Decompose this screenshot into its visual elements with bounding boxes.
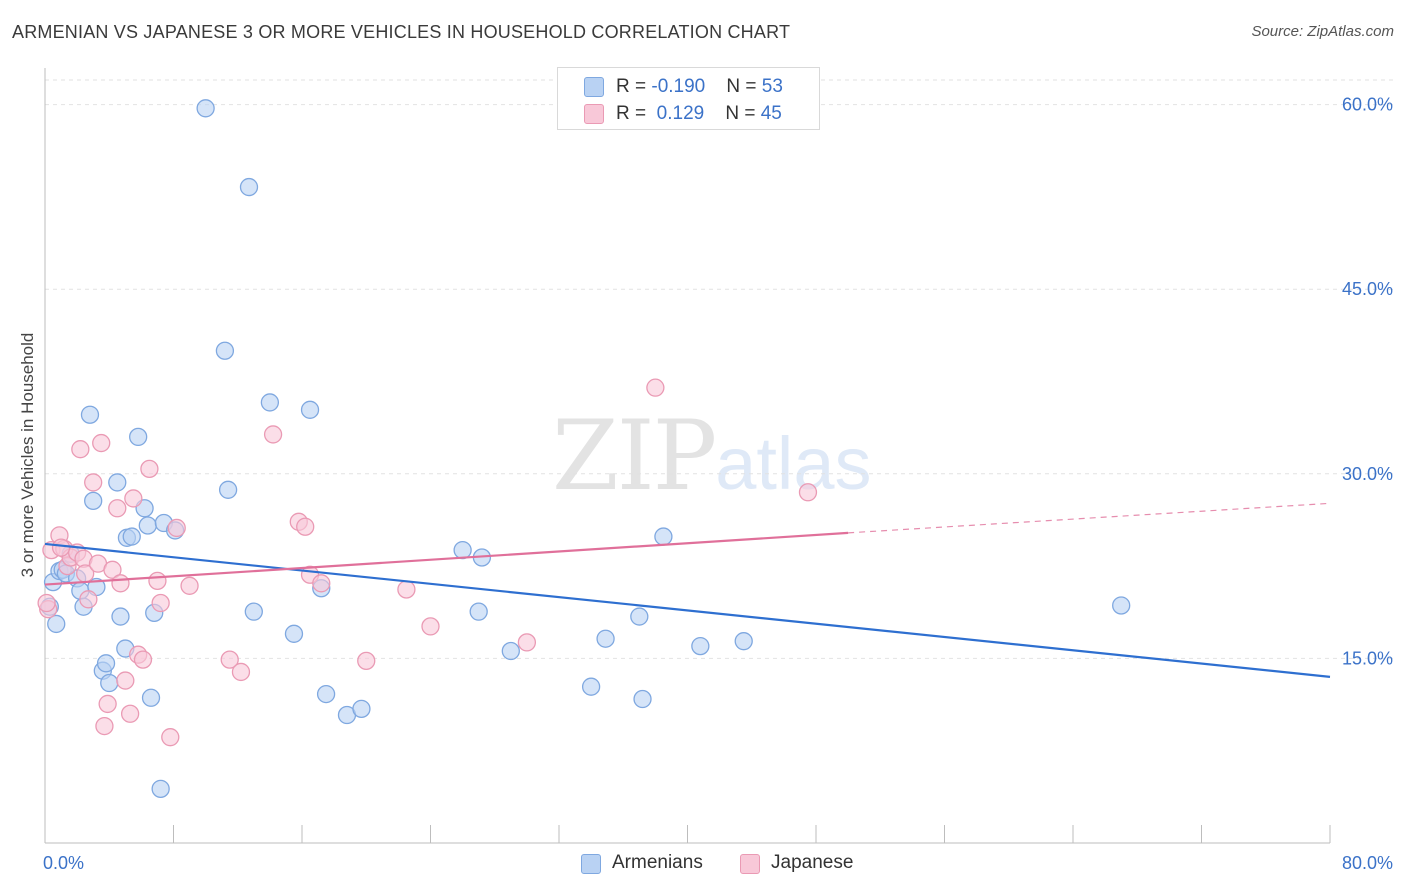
- armenian-point: [96, 654, 116, 673]
- legend-r-value: 0.129: [651, 103, 705, 124]
- watermark-atlas: atlas: [715, 422, 872, 505]
- armenian-point: [260, 393, 280, 412]
- armenian-point: [141, 688, 161, 707]
- japanese-trend-extension: [848, 502, 1331, 534]
- armenian-point: [633, 689, 652, 709]
- armenian-point: [47, 614, 66, 634]
- bottom-legend-japanese: Japanese: [771, 852, 854, 873]
- armenian-point: [218, 480, 238, 499]
- armenian-point: [734, 632, 753, 651]
- watermark: ZIPatlas: [552, 400, 872, 512]
- japanese-point: [95, 716, 114, 736]
- japanese-point: [296, 517, 315, 536]
- chart-title: ARMENIAN VS JAPANESE 3 OR MORE VEHICLES …: [12, 22, 791, 42]
- japanese-point: [646, 378, 665, 397]
- armenian-point: [352, 699, 371, 719]
- legend-n-value: 45: [760, 103, 782, 124]
- x-tick-label: 0.0%: [43, 853, 84, 873]
- bottom-legend-swatch-japanese: [740, 854, 760, 874]
- legend-n-value: 53: [761, 76, 783, 97]
- armenian-point: [581, 677, 601, 696]
- armenian-point: [654, 527, 673, 546]
- japanese-point: [357, 651, 376, 671]
- legend-n-label: N =: [725, 103, 761, 124]
- legend-row-armenians: R = -0.190 N = 53: [616, 76, 783, 98]
- japanese-point: [120, 704, 140, 723]
- bottom-legend-armenians: Armenians: [612, 852, 703, 873]
- japanese-point: [71, 440, 90, 459]
- y-tick-label: 60.0%: [1342, 95, 1393, 115]
- source-label: Source: ZipAtlas.com: [1251, 23, 1394, 40]
- armenian-point: [151, 779, 170, 799]
- bottom-legend-swatch-armenians: [581, 854, 601, 874]
- japanese-point: [79, 590, 98, 609]
- watermark-zip: ZIP: [552, 400, 717, 512]
- armenian-point: [316, 684, 336, 704]
- japanese-point: [167, 518, 186, 538]
- armenian-point: [84, 491, 103, 511]
- japanese-point: [180, 576, 199, 595]
- armenians-trend-line: [44, 542, 1331, 678]
- armenian-point: [108, 473, 127, 492]
- japanese-point: [111, 574, 130, 593]
- armenian-point: [239, 177, 259, 197]
- japanese-point: [140, 459, 159, 479]
- y-tick-label: 45.0%: [1342, 279, 1393, 299]
- japanese-point: [37, 593, 56, 613]
- legend-r-label: R =: [616, 103, 652, 124]
- japanese-point: [124, 489, 143, 508]
- japanese-point: [51, 538, 71, 557]
- armenian-point: [1112, 596, 1131, 615]
- armenian-point: [80, 405, 100, 424]
- armenian-point: [122, 527, 141, 546]
- japanese-point: [220, 650, 239, 669]
- legend-r-value: -0.190: [651, 76, 706, 97]
- japanese-point: [103, 560, 122, 579]
- legend-swatch-japanese: [584, 104, 604, 124]
- armenian-point: [138, 516, 157, 535]
- japanese-point: [148, 571, 167, 591]
- japanese-point: [161, 728, 180, 747]
- armenian-point: [100, 673, 119, 693]
- armenian-point: [691, 636, 710, 656]
- japanese-point: [116, 671, 135, 690]
- armenian-point: [284, 624, 304, 643]
- legend-n-label: N =: [726, 76, 762, 97]
- armenian-point: [111, 607, 130, 626]
- y-tick-label: 15.0%: [1342, 648, 1393, 668]
- japanese-point: [151, 593, 170, 613]
- armenian-point: [453, 540, 472, 560]
- japanese-point: [517, 633, 537, 652]
- y-tick-label: 30.0%: [1342, 464, 1393, 484]
- japanese-point: [98, 694, 117, 714]
- japanese-point: [231, 662, 251, 682]
- japanese-point: [312, 574, 331, 593]
- armenian-point: [196, 99, 215, 118]
- armenian-point: [129, 427, 148, 447]
- armenian-point: [501, 641, 520, 661]
- japanese-point: [84, 473, 103, 492]
- japanese-trend-line: [44, 531, 849, 586]
- armenian-point: [215, 341, 235, 360]
- legend-swatch-armenians: [584, 77, 604, 97]
- legend-row-japanese: R = 0.129 N = 45: [616, 103, 782, 125]
- armenian-point: [469, 602, 488, 621]
- y-axis-label: 3 or more Vehicles in Household: [18, 332, 37, 578]
- x-tick-label: 80.0%: [1342, 853, 1393, 873]
- armenian-point: [244, 602, 263, 621]
- armenian-point: [300, 400, 320, 419]
- japanese-point: [133, 650, 153, 669]
- japanese-point: [798, 483, 818, 502]
- correlation-legend: R = -0.190 N = 53 R = 0.129 N = 45: [557, 67, 820, 130]
- armenian-point: [630, 607, 649, 626]
- legend-r-label: R =: [616, 76, 652, 97]
- japanese-point: [92, 433, 111, 453]
- japanese-point: [421, 617, 440, 636]
- japanese-point: [397, 580, 416, 599]
- japanese-point: [108, 499, 127, 518]
- armenian-point: [596, 629, 615, 648]
- japanese-point: [263, 425, 283, 444]
